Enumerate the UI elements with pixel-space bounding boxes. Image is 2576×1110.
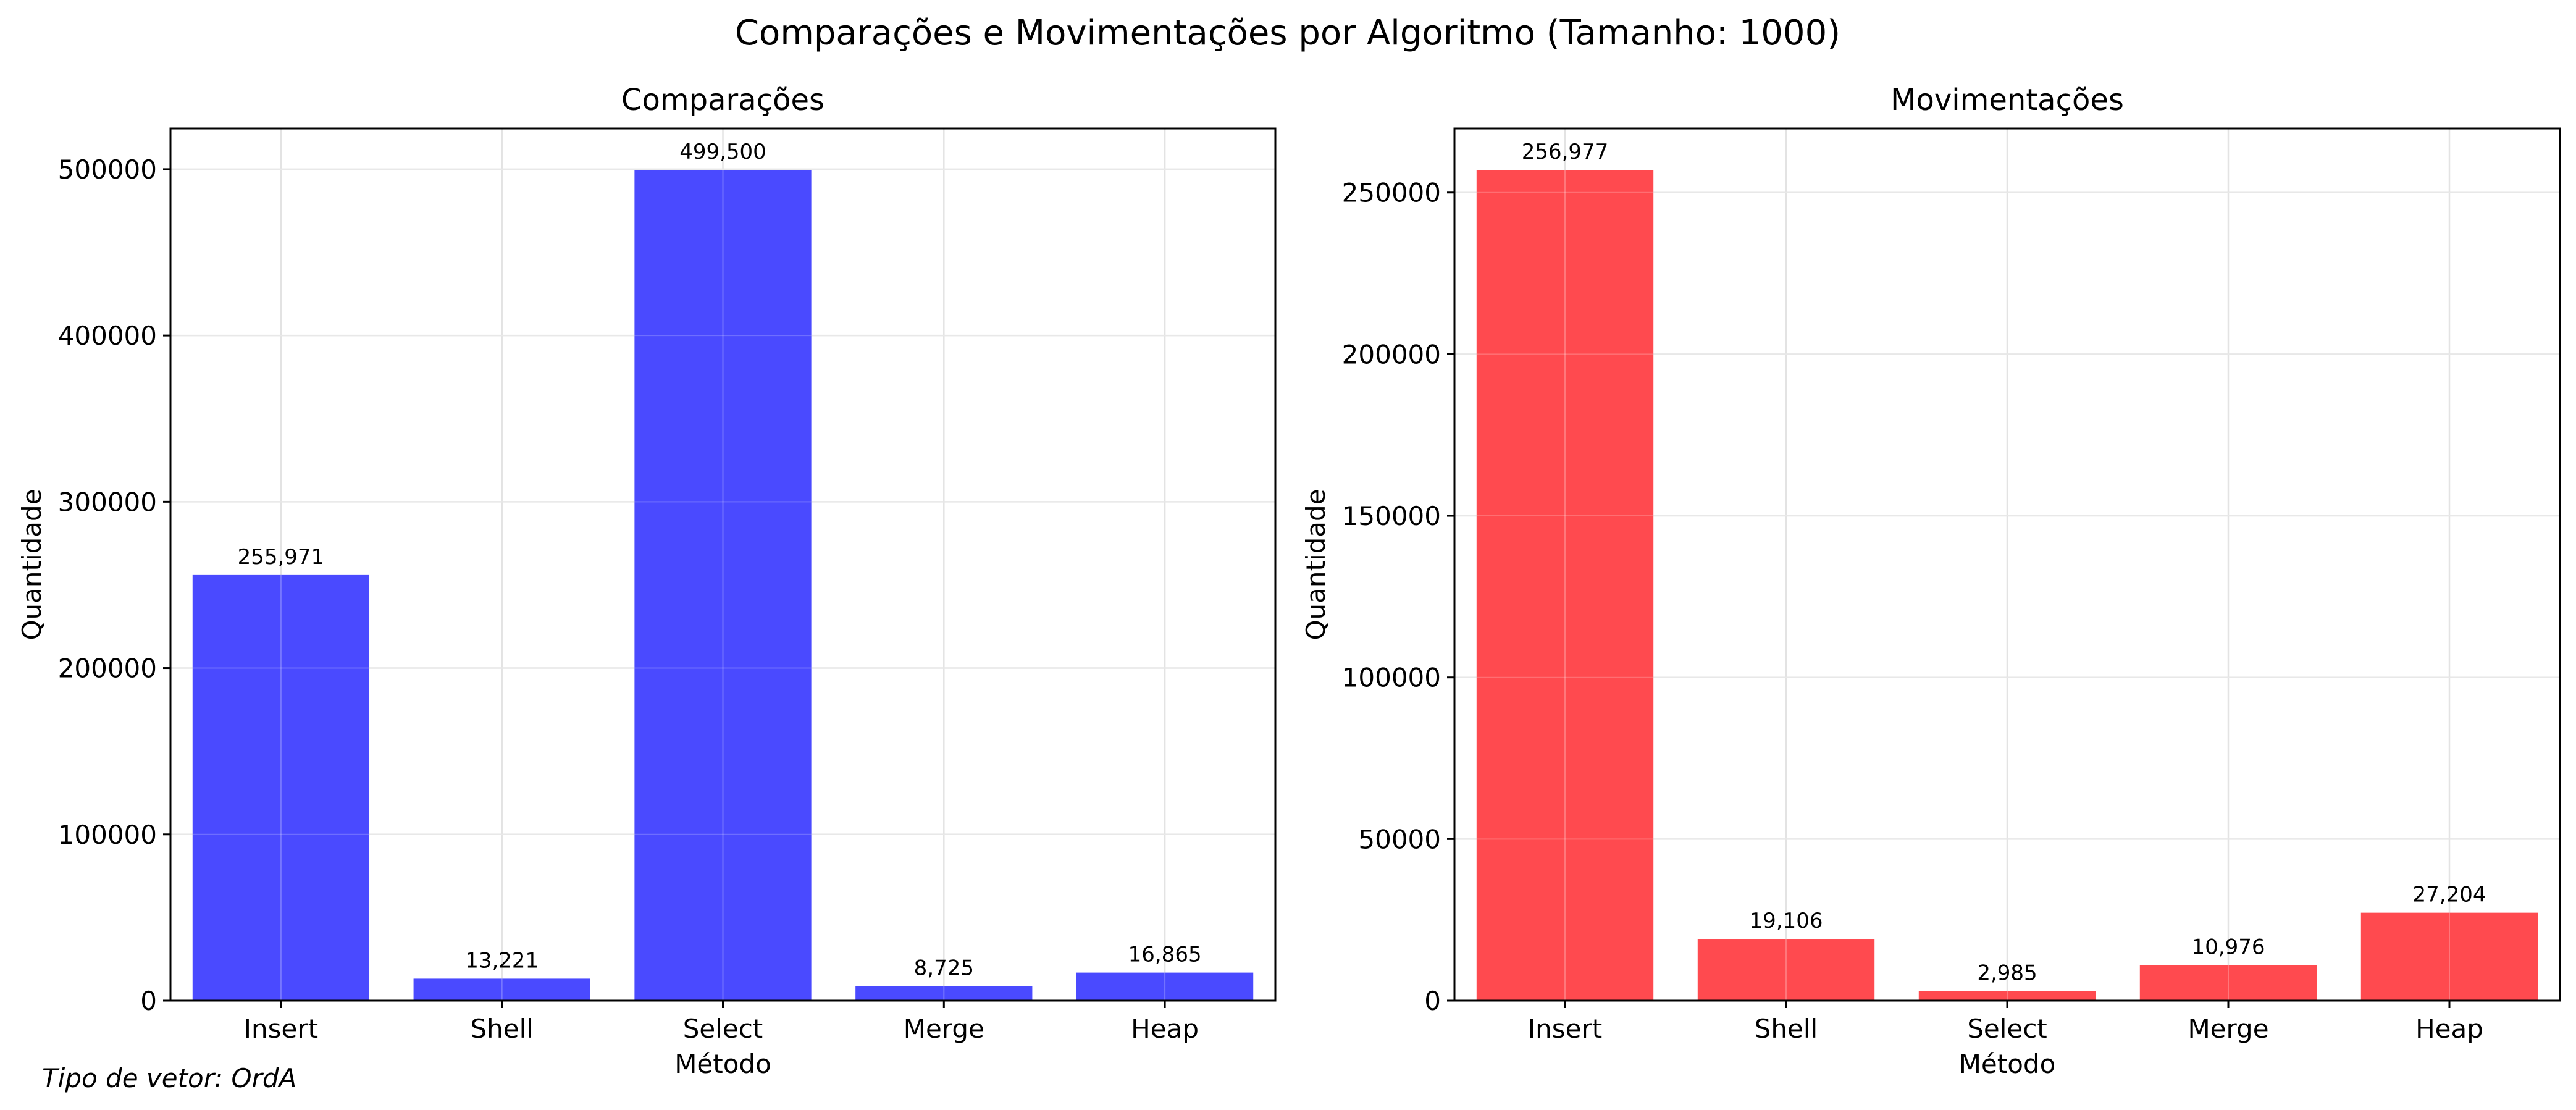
- y-axis-label: Quantidade: [17, 489, 47, 640]
- x-tick-label: Select: [683, 1014, 763, 1044]
- comparisons-panel: 255,971 13,221 499,500 8,725 16,865 0 100000 20…: [17, 83, 1277, 1079]
- bar-heap: [2360, 912, 2538, 1001]
- x-tick-label: Select: [1967, 1014, 2047, 1044]
- bar-select: [1918, 991, 2096, 1001]
- x-tick-label: Shell: [1755, 1014, 1818, 1044]
- movements-panel: 256,977 19,106 2,985 10,976 27,204 0 50000 1000…: [1301, 83, 2561, 1079]
- y-tick-label: 200000: [58, 654, 157, 684]
- vector-type-footnote: Tipo de vetor: OrdA: [42, 1063, 296, 1093]
- bar-select: [634, 170, 812, 1001]
- x-tick-label: Shell: [470, 1014, 533, 1044]
- bar-value-label: 255,971: [238, 545, 325, 570]
- bar-shell: [1697, 939, 1875, 1001]
- subplot-title: Comparações: [621, 83, 824, 117]
- bar-value-label: 499,500: [679, 140, 766, 164]
- x-axis-label: Método: [674, 1049, 771, 1079]
- y-tick-label: 250000: [1342, 178, 1441, 208]
- subplot-title: Movimentações: [1890, 83, 2124, 117]
- y-tick-label: 100000: [58, 820, 157, 850]
- bar-heap: [1076, 972, 1254, 1001]
- y-axis-label: Quantidade: [1301, 489, 1331, 640]
- y-tick-label: 400000: [58, 321, 157, 351]
- x-tick-label: Insert: [1528, 1014, 1602, 1044]
- x-tick-label: Heap: [1131, 1014, 1199, 1044]
- bar-value-label: 19,106: [1750, 909, 1823, 933]
- y-tick-label: 300000: [58, 487, 157, 517]
- y-tick-label: 150000: [1342, 501, 1441, 531]
- bar-value-label: 8,725: [914, 956, 974, 981]
- y-tick-label: 0: [140, 986, 157, 1016]
- bar-value-label: 10,976: [2192, 935, 2265, 960]
- figure-title: Comparações e Movimentações por Algoritm…: [735, 13, 1840, 53]
- bar-value-label: 27,204: [2413, 883, 2486, 907]
- y-tick-label: 200000: [1342, 339, 1441, 369]
- x-tick-label: Merge: [2188, 1014, 2268, 1044]
- y-tick-label: 0: [1424, 986, 1441, 1016]
- y-tick-label: 50000: [1358, 824, 1441, 854]
- y-tick-label: 500000: [58, 154, 157, 185]
- bar-merge: [855, 986, 1033, 1001]
- bar-shell: [413, 978, 590, 1001]
- bar-value-label: 2,985: [1977, 961, 2037, 985]
- x-tick-label: Insert: [244, 1014, 318, 1044]
- bar-value-label: 256,977: [1522, 140, 1609, 164]
- y-tick-label: 100000: [1342, 663, 1441, 693]
- x-tick-label: Heap: [2415, 1014, 2483, 1044]
- bar-value-label: 16,865: [1128, 943, 1202, 967]
- bar-insert: [1476, 170, 1654, 1001]
- x-tick-label: Merge: [904, 1014, 984, 1044]
- bar-merge: [2139, 965, 2317, 1001]
- bar-insert: [192, 574, 370, 1001]
- x-axis-label: Método: [1959, 1049, 2056, 1079]
- bar-value-label: 13,221: [465, 948, 539, 973]
